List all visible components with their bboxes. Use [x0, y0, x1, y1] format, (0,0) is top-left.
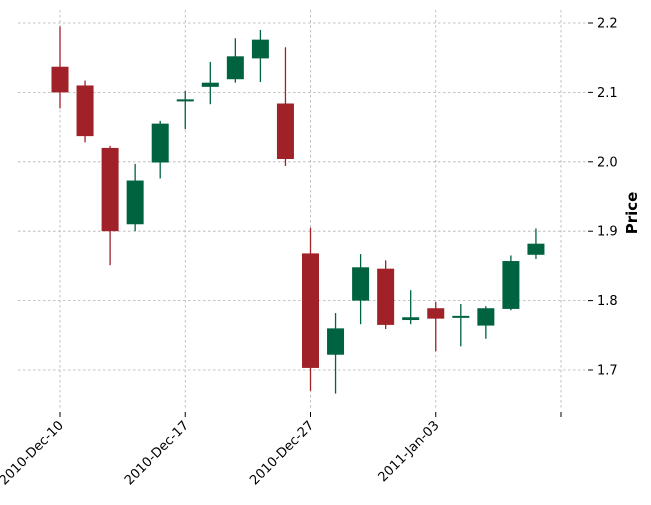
- y-axis-title: Price: [623, 192, 641, 235]
- y-tick-label: 2.2: [597, 17, 618, 32]
- candle: [502, 255, 520, 311]
- candle-body: [377, 268, 395, 325]
- candle-body: [251, 39, 269, 59]
- candle-body: [352, 267, 370, 301]
- candle-body: [302, 253, 319, 368]
- candle-body: [76, 85, 94, 137]
- candle-body: [176, 99, 194, 102]
- candle: [527, 228, 545, 259]
- x-axis: 2010-Dec-10 2010-Dec-17 2010-Dec-27 2011-Ja…: [0, 412, 562, 488]
- y-tick-label: 1.8: [597, 294, 618, 309]
- candle: [377, 260, 395, 330]
- candle: [76, 80, 94, 143]
- candle-body: [276, 103, 294, 160]
- candle: [226, 38, 244, 83]
- candle: [327, 313, 345, 394]
- y-tick-label: 1.9: [597, 225, 618, 240]
- x-tick-label: 2011-Jan-03: [376, 418, 443, 485]
- candle: [352, 254, 370, 325]
- y-tick-label: 1.7: [597, 364, 618, 379]
- candle: [402, 290, 420, 325]
- y-axis: 1.7 1.8 1.9 2.0 2.1 2.2: [588, 17, 618, 379]
- y-tick-label: 2.0: [597, 155, 618, 170]
- candle: [452, 304, 470, 347]
- candle: [427, 301, 445, 352]
- candle-body: [452, 315, 470, 318]
- candle-body: [201, 82, 219, 87]
- candle-body: [427, 308, 445, 319]
- candle: [51, 26, 69, 109]
- candle: [477, 306, 495, 339]
- candle-body: [527, 243, 545, 255]
- candle: [302, 227, 319, 391]
- candle: [251, 29, 269, 82]
- x-tick-label: 2010-Dec-10: [0, 418, 67, 488]
- candles: [51, 26, 545, 394]
- candle-body: [226, 56, 244, 80]
- candle-body: [151, 123, 169, 163]
- candle-body: [126, 180, 144, 225]
- candle-body: [477, 308, 495, 326]
- candle: [126, 163, 144, 232]
- candle-body: [51, 66, 69, 93]
- candle: [201, 61, 219, 105]
- y-tick-label: 2.1: [597, 86, 618, 101]
- x-tick-label: 2010-Dec-17: [122, 418, 192, 488]
- x-tick-label: 2010-Dec-27: [247, 418, 317, 488]
- candle-body: [402, 317, 420, 321]
- candle: [101, 145, 119, 266]
- candle-body: [101, 147, 119, 232]
- candle-body: [327, 328, 345, 355]
- candle: [176, 91, 194, 130]
- candle: [151, 120, 169, 179]
- candle: [276, 47, 294, 166]
- candle-body: [502, 261, 520, 309]
